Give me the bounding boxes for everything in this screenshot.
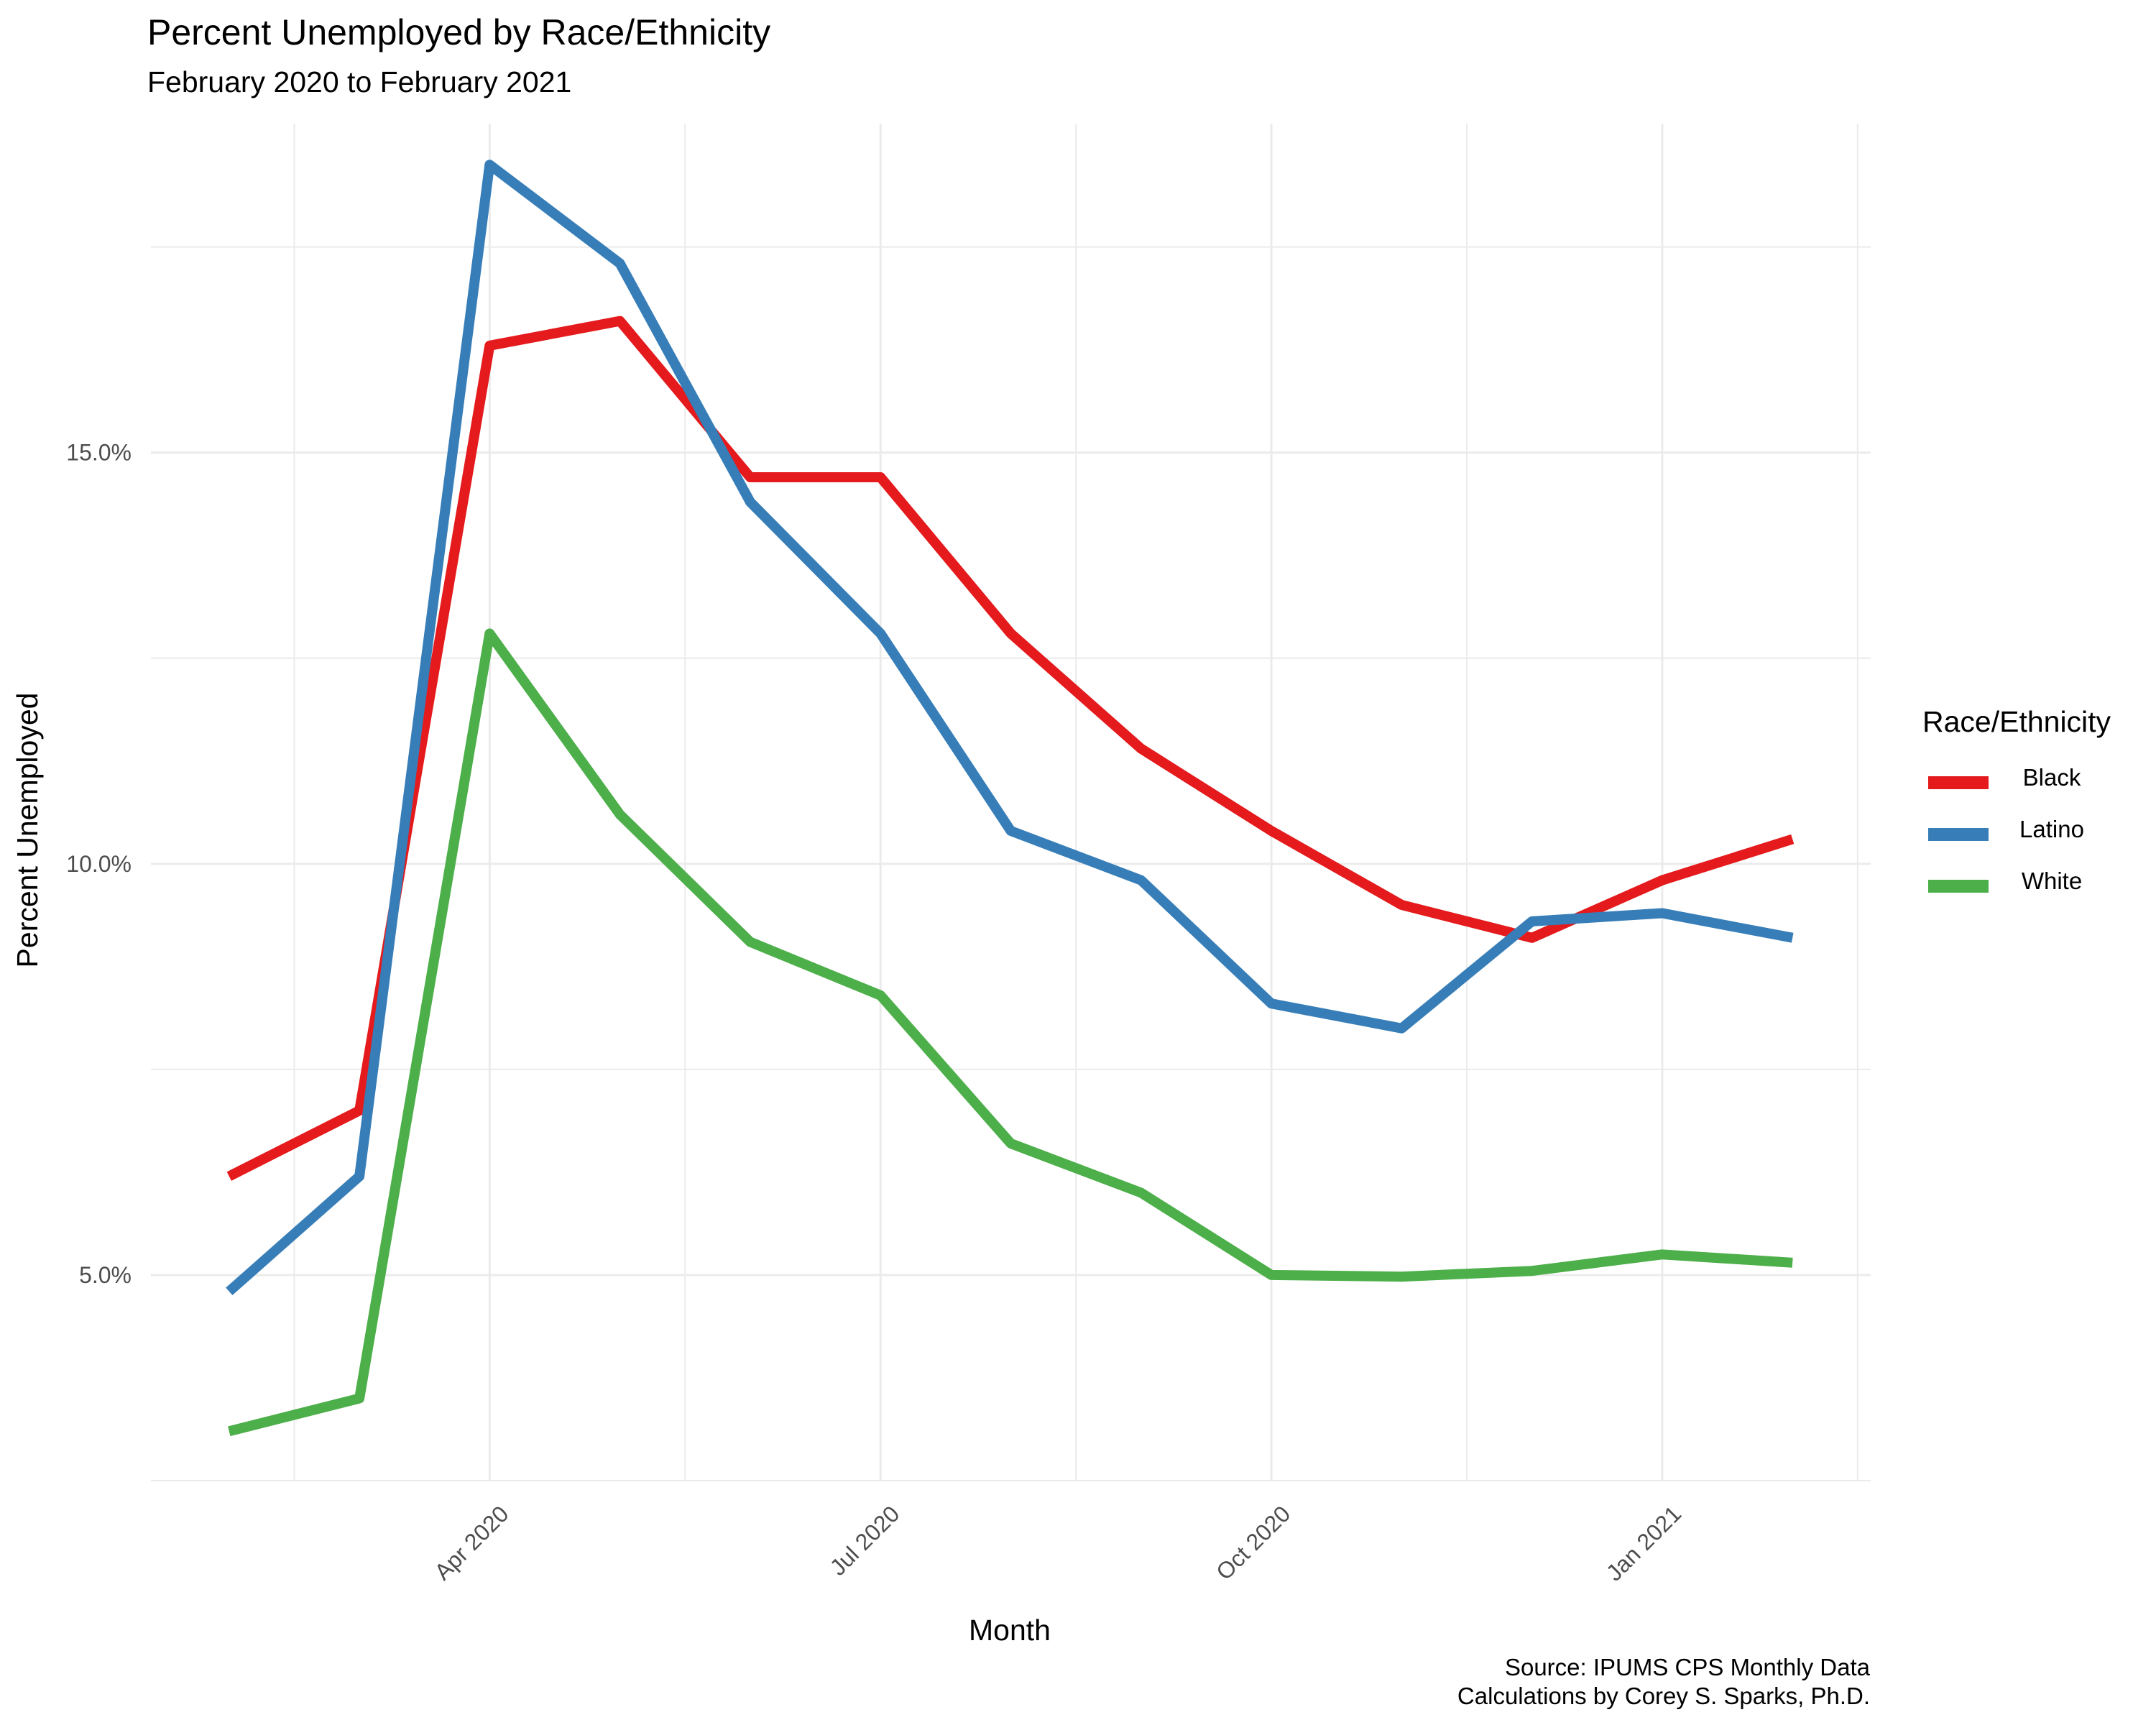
legend-key-black bbox=[1928, 776, 1989, 789]
legend-label-latino: Latino bbox=[2019, 816, 2084, 842]
series-line-white bbox=[228, 628, 1793, 1437]
y-tick-label: 5.0% bbox=[79, 1262, 132, 1288]
x-tick-label: Oct 2020 bbox=[1211, 1501, 1295, 1585]
series-line-black bbox=[226, 316, 1795, 1181]
chart-title: Percent Unemployed by Race/Ethnicity bbox=[147, 12, 771, 52]
legend-key-white bbox=[1928, 880, 1989, 893]
chart-subtitle: February 2020 to February 2021 bbox=[147, 65, 572, 98]
x-tick-label: Apr 2020 bbox=[429, 1501, 513, 1585]
series-line-latino bbox=[226, 160, 1794, 1296]
y-tick-labels: 5.0% 10.0% 15.0% bbox=[66, 440, 132, 1288]
legend-item-latino: Latino bbox=[1922, 808, 2111, 860]
caption: Source: IPUMS CPS Monthly Data Calculati… bbox=[1457, 1653, 1870, 1711]
x-tick-label: Jan 2021 bbox=[1601, 1501, 1687, 1586]
y-tick-label: 15.0% bbox=[66, 440, 132, 466]
legend-item-white: White bbox=[1922, 860, 2111, 911]
y-axis-title: Percent Unemployed bbox=[11, 693, 44, 968]
caption-credit: Calculations by Corey S. Sparks, Ph.D. bbox=[1457, 1683, 1870, 1709]
x-axis-title: Month bbox=[969, 1614, 1051, 1647]
legend-label-white: White bbox=[2021, 868, 2083, 894]
legend-item-black: Black bbox=[1922, 756, 2111, 808]
legend-label-black: Black bbox=[2022, 764, 2081, 791]
legend: Race/Ethnicity Black Latino White bbox=[1922, 703, 2111, 911]
caption-source: Source: IPUMS CPS Monthly Data bbox=[1504, 1654, 1870, 1680]
series-lines bbox=[226, 160, 1795, 1437]
y-tick-label: 10.0% bbox=[66, 851, 132, 877]
legend-title: Race/Ethnicity bbox=[1922, 705, 2111, 738]
legend-key-latino bbox=[1928, 828, 1989, 841]
x-tick-labels: Apr 2020 Jul 2020 Oct 2020 Jan 2021 bbox=[429, 1501, 1686, 1586]
x-tick-label: Jul 2020 bbox=[825, 1501, 905, 1581]
